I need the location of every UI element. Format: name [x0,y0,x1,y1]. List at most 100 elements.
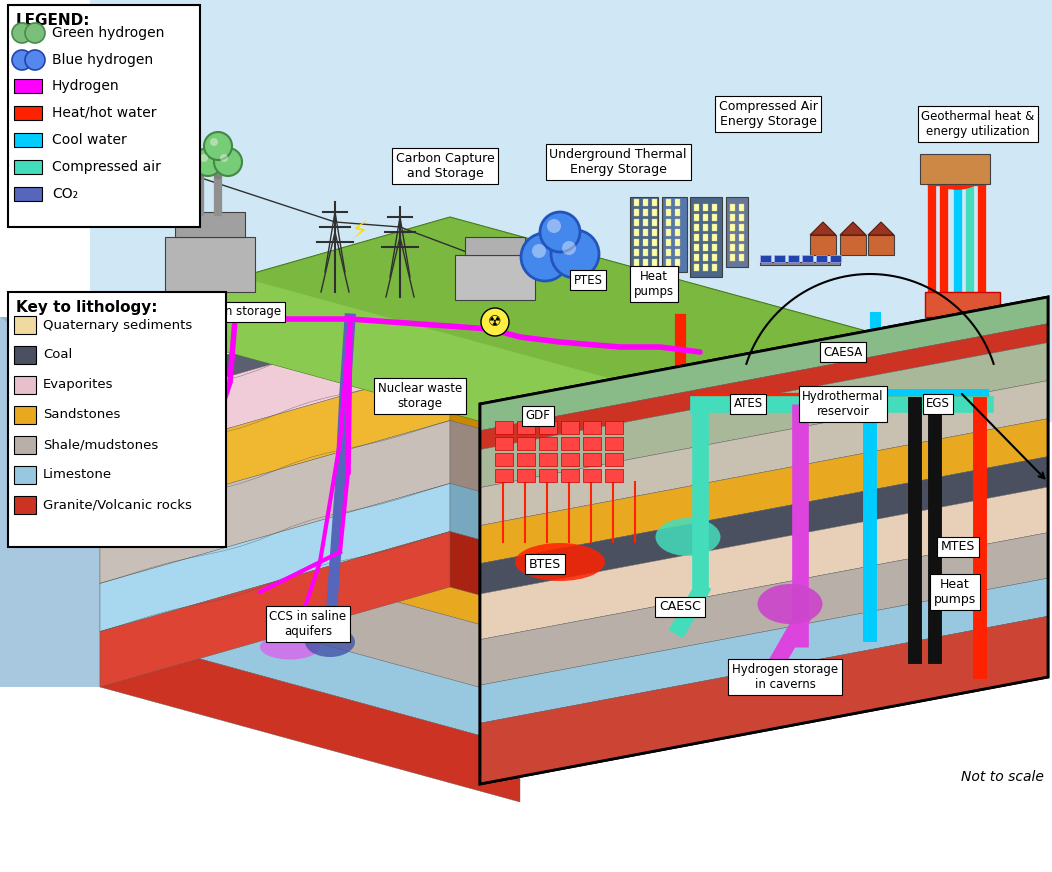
Polygon shape [100,277,660,432]
Bar [712,214,717,221]
Bar [634,209,639,216]
Text: Heat
pumps: Heat pumps [934,578,976,606]
Bar [694,204,699,211]
Bar [652,269,658,276]
Bar [561,421,579,434]
Polygon shape [100,346,520,506]
Bar [726,197,748,267]
Bar [675,239,680,246]
Bar [675,209,680,216]
Polygon shape [450,313,870,480]
Bar [456,255,535,300]
Bar [583,437,601,450]
Bar [539,421,557,434]
Bar [14,496,36,514]
Bar [730,224,735,231]
Bar [666,259,671,266]
Circle shape [210,138,218,146]
Bar [495,421,513,434]
Bar [605,453,623,466]
Circle shape [25,23,45,43]
Bar [652,239,658,246]
Bar [788,255,800,262]
Bar [690,197,722,277]
Text: Offshore hydrogen
storage in aquifers: Offshore hydrogen storage in aquifers [62,423,174,451]
Ellipse shape [179,174,187,180]
Polygon shape [0,317,100,362]
Bar [810,235,836,255]
Bar [652,199,658,206]
Bar [14,376,36,394]
Bar [583,469,601,482]
Bar [561,437,579,450]
Bar [739,244,744,251]
Circle shape [220,154,228,162]
Polygon shape [480,297,1048,431]
Bar [739,204,744,211]
Polygon shape [450,247,870,406]
Bar [495,437,513,450]
Bar [694,214,699,221]
Bar [583,421,601,434]
Bar [712,224,717,231]
Text: Green hydrogen: Green hydrogen [52,26,164,40]
Polygon shape [450,483,870,646]
Bar [8,292,226,547]
Text: Compressed air: Compressed air [52,160,161,174]
Bar [652,219,658,226]
Bar [816,255,827,262]
Bar [14,436,36,454]
Polygon shape [100,391,520,528]
Bar [703,224,708,231]
Text: Compressed Air
Energy Storage: Compressed Air Energy Storage [719,100,817,128]
Bar [703,264,708,271]
Polygon shape [810,222,836,235]
Circle shape [540,212,580,252]
Polygon shape [100,465,520,636]
Text: ATES: ATES [733,398,763,411]
Bar [839,235,866,255]
Circle shape [12,23,32,43]
Polygon shape [480,457,1048,594]
Polygon shape [450,420,870,598]
Circle shape [214,148,242,176]
Polygon shape [100,217,870,432]
Bar [465,237,525,255]
Bar [675,259,680,266]
Polygon shape [480,578,1048,723]
Polygon shape [450,365,870,535]
Bar [730,214,735,221]
Bar [629,457,651,477]
Circle shape [204,132,232,160]
Text: Hydrothermal
reservoir: Hydrothermal reservoir [803,390,884,418]
Polygon shape [450,291,870,428]
Bar [694,224,699,231]
Ellipse shape [859,407,960,477]
Bar [495,469,513,482]
Circle shape [481,308,509,336]
Text: ☢: ☢ [488,315,502,330]
Text: Cool water: Cool water [52,133,126,147]
Text: Heat/hot water: Heat/hot water [52,106,157,120]
Text: Quaternary sediments: Quaternary sediments [43,318,193,331]
Bar [739,254,744,261]
Bar [14,346,36,364]
Bar [14,106,42,120]
Polygon shape [450,532,870,702]
Bar [643,269,648,276]
Bar [675,249,680,256]
Text: Key to lithology:: Key to lithology: [16,300,158,315]
Bar [694,264,699,271]
Bar [175,212,245,237]
Bar [739,214,744,221]
Ellipse shape [305,627,355,657]
Text: Coal: Coal [43,349,73,362]
Bar [703,244,708,251]
Text: ⚡: ⚡ [351,220,369,244]
Ellipse shape [90,462,170,512]
Bar [14,79,42,93]
Polygon shape [868,222,894,235]
Text: CO₂: CO₂ [52,187,78,201]
Text: CAESA: CAESA [824,345,863,358]
Bar [643,239,648,246]
